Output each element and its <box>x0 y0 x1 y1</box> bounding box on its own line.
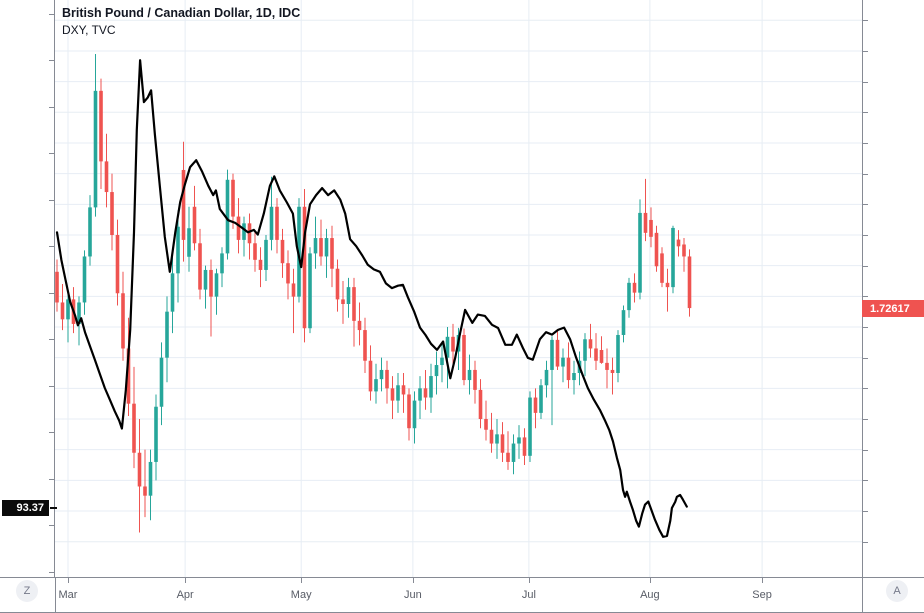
time-axis-month-label: May <box>290 589 312 601</box>
legend: British Pound / Canadian Dollar, 1D, IDC… <box>62 5 300 38</box>
right-axis-tick <box>863 50 868 52</box>
chart-canvas[interactable] <box>55 0 862 577</box>
left-axis-tick <box>49 385 54 387</box>
axis-separator-right <box>862 577 863 612</box>
left-axis-tick <box>49 525 54 527</box>
time-axis-month-label: Apr <box>176 589 194 601</box>
left-scale-mode-button[interactable]: Z <box>16 580 38 602</box>
time-scale[interactable] <box>0 577 924 613</box>
time-axis-tick <box>68 578 69 583</box>
time-axis-tick <box>412 578 414 583</box>
right-axis-tick <box>863 511 868 513</box>
right-axis-tick <box>863 173 868 175</box>
right-axis-tick <box>863 541 868 543</box>
left-axis-tick <box>49 292 54 294</box>
last-price-tick-left <box>50 507 57 509</box>
left-axis-tick <box>49 60 54 62</box>
right-axis-tick <box>863 204 868 206</box>
right-scale-mode-button[interactable]: A <box>886 580 908 602</box>
symbol-title[interactable]: British Pound / Canadian Dollar, 1D, IDC <box>62 6 301 20</box>
time-axis-month-label: Jun <box>403 589 422 601</box>
left-axis-tick <box>49 339 54 341</box>
left-axis-tick <box>49 199 54 201</box>
right-axis-tick <box>863 327 868 328</box>
time-axis-month-label: Sep <box>752 589 772 601</box>
right-axis-tick <box>863 480 868 482</box>
time-axis-month-label: Jul <box>521 589 536 601</box>
time-axis-month-label: Aug <box>640 589 660 601</box>
right-axis-tick <box>863 265 868 267</box>
left-axis-tick <box>49 153 54 155</box>
left-axis-tick <box>49 432 54 434</box>
right-axis-tick <box>863 388 868 390</box>
right-axis-tick <box>863 234 868 236</box>
left-axis-tick <box>49 478 54 480</box>
axis-separator-left <box>55 577 56 612</box>
right-axis-tick <box>863 112 868 114</box>
time-axis-tick <box>301 578 303 583</box>
left-axis-tick <box>49 106 54 108</box>
right-axis-tick <box>863 449 868 451</box>
right-axis-tick <box>863 20 868 22</box>
time-axis-tick <box>762 578 764 583</box>
left-axis-tick <box>49 571 54 573</box>
left-axis-tick <box>49 13 54 15</box>
left-axis-tick <box>49 246 54 248</box>
last-price-label-left: 93.37 <box>2 500 49 516</box>
overlay-symbol-title[interactable]: DXY, TVC <box>62 23 116 37</box>
right-axis-tick <box>863 296 868 298</box>
right-axis-tick <box>863 81 868 83</box>
right-price-scale[interactable] <box>862 0 924 577</box>
left-price-scale[interactable] <box>0 0 55 577</box>
price-chart-pane[interactable] <box>55 0 862 577</box>
time-axis-tick <box>649 578 651 583</box>
time-axis-month-label: Mar <box>58 589 78 601</box>
right-axis-tick <box>863 142 868 144</box>
time-axis-tick <box>528 578 530 583</box>
time-axis-tick <box>185 578 187 583</box>
right-axis-tick <box>863 357 868 359</box>
last-price-label-right: 1.72617 <box>862 300 924 317</box>
right-axis-tick <box>863 419 868 420</box>
